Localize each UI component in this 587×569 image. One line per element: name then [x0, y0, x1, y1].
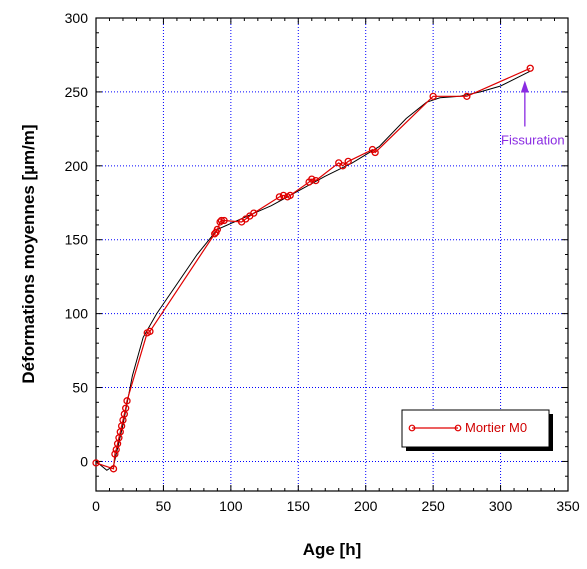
data-point — [92, 459, 100, 467]
data-point — [122, 404, 130, 412]
data-point — [308, 175, 316, 183]
x-tick-label: 50 — [156, 498, 172, 514]
data-point — [344, 157, 352, 166]
data-point — [526, 64, 534, 72]
x-tick-label: 200 — [354, 498, 378, 514]
data-point — [429, 92, 437, 100]
grid-layer — [96, 18, 568, 491]
series-layer — [92, 64, 534, 473]
data-point — [217, 216, 226, 225]
y-tick-label: 300 — [65, 10, 89, 26]
legend: Mortier M0 — [401, 409, 553, 451]
data-point — [111, 450, 119, 458]
data-point — [339, 162, 347, 170]
x-axis-title: Age [h] — [303, 540, 362, 559]
data-point — [250, 209, 258, 217]
legend-marker — [454, 424, 462, 432]
data-point — [463, 92, 471, 100]
data-point — [123, 397, 131, 405]
data-point — [109, 465, 118, 473]
y-tick-label: 100 — [65, 306, 89, 322]
y-tick-label: 200 — [65, 158, 89, 174]
x-tick-label: 150 — [287, 498, 311, 514]
data-point — [279, 191, 288, 200]
x-tick-label: 0 — [92, 498, 100, 514]
data-point — [286, 191, 294, 200]
y-tick-label: 250 — [65, 84, 89, 100]
y-axis-title: Déformations moyennes [µm/m] — [19, 124, 38, 383]
x-tick-label: 100 — [219, 498, 243, 514]
annotation-arrow-head — [520, 80, 529, 93]
legend-marker — [408, 424, 416, 432]
data-point — [371, 148, 379, 157]
ticks-layer: 0 50 100 150 200 250 300 350 0 50 100 150 200 250 300 — [65, 10, 580, 514]
y-tick-label: 50 — [72, 380, 88, 396]
x-tick-label: 300 — [489, 498, 513, 514]
series-line — [95, 67, 531, 470]
legend-label: Mortier M0 — [465, 420, 527, 435]
annotation-layer: Fissuration — [501, 80, 565, 148]
data-point — [146, 327, 154, 336]
data-point — [275, 193, 284, 201]
x-tick-label: 350 — [556, 498, 580, 514]
y-tick-label: 150 — [65, 232, 89, 248]
y-tick-label: 0 — [80, 453, 88, 469]
data-point — [312, 176, 320, 185]
data-point — [220, 216, 228, 225]
annotation-label: Fissuration — [501, 133, 565, 148]
x-tick-label: 250 — [421, 498, 445, 514]
data-point — [213, 225, 222, 234]
data-point — [216, 218, 224, 226]
